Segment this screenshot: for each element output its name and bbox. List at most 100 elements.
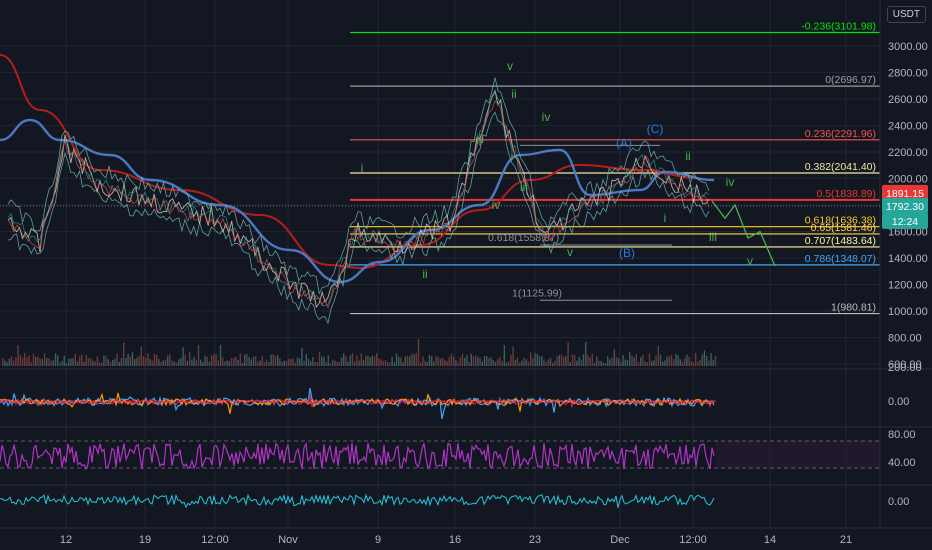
- volume-bar: [664, 360, 666, 366]
- volume-bar: [600, 360, 602, 366]
- volume-bar: [646, 362, 648, 366]
- volume-bar: [186, 360, 189, 366]
- volume-bar: [94, 361, 96, 366]
- price-badge: [882, 212, 928, 229]
- volume-bar: [424, 360, 426, 366]
- volume-bar: [659, 354, 662, 366]
- volume-bar: [371, 355, 373, 366]
- volume-bar: [41, 358, 43, 366]
- volume-bar: [657, 345, 659, 366]
- fib-retracement[interactable]: -0.236(3101.98) 0(2696.97) 0.236(2291.96) 0…: [350, 20, 880, 315]
- volume-bar: [112, 359, 114, 366]
- time-axis-tick: 21: [840, 534, 852, 546]
- volume-bar: [312, 357, 314, 366]
- volume-bar: [323, 356, 325, 366]
- volume-bar: [415, 353, 417, 366]
- volume-bar: [483, 355, 486, 366]
- volume-bar: [426, 361, 428, 366]
- wave-label: v: [747, 254, 753, 268]
- price-axis-tick: 800.00: [888, 333, 922, 345]
- volume-bar: [24, 353, 26, 366]
- volume-bar: [618, 358, 620, 366]
- volume-bar: [677, 355, 679, 366]
- volume-bar: [448, 357, 450, 366]
- volume-bar: [120, 358, 123, 366]
- volume-bar: [48, 358, 50, 366]
- volume-bar: [673, 359, 675, 366]
- volume-bar: [384, 360, 387, 366]
- volume-bar: [622, 355, 624, 366]
- volume-bar: [404, 356, 406, 366]
- price-line: [7, 89, 710, 309]
- price-axis-tick: 2200.00: [888, 147, 928, 159]
- volume-bar: [28, 355, 30, 366]
- volume-bar: [316, 362, 318, 366]
- volume-bar: [134, 359, 136, 366]
- price-axis-tick: 2600.00: [888, 94, 928, 106]
- wave-label: ii: [685, 149, 690, 163]
- volume-bar: [420, 362, 422, 366]
- price-axis-tick: 2800.00: [888, 68, 928, 80]
- volume-bar: [305, 353, 307, 366]
- volume-bar: [116, 353, 118, 366]
- volume-bar: [79, 356, 81, 366]
- volume-bar: [488, 357, 490, 366]
- wave-label: iv: [492, 198, 501, 212]
- volume-bar: [43, 353, 46, 366]
- volume-bar: [138, 355, 140, 366]
- osc-line-pink: [0, 395, 715, 409]
- volume-bar: [327, 355, 329, 366]
- volume-bar: [101, 362, 103, 366]
- volume-bar: [516, 357, 519, 366]
- wave-label: i: [664, 211, 667, 225]
- bollinger-upper: [7, 77, 710, 295]
- volume-bar: [668, 356, 670, 366]
- volume-bar: [461, 353, 464, 366]
- volume-bar: [307, 358, 310, 366]
- volume-bar: [620, 361, 622, 366]
- volume-bar: [675, 353, 677, 366]
- volume-bar: [615, 357, 618, 366]
- currency-button[interactable]: USDT: [886, 6, 926, 23]
- volume-bar: [206, 356, 208, 366]
- volume-bar: [259, 360, 261, 366]
- volume-bar: [679, 359, 681, 366]
- volume-bar: [706, 355, 708, 366]
- volume-bar: [50, 360, 52, 366]
- time-axis-tick: 23: [529, 534, 541, 546]
- volume-bar: [129, 356, 131, 366]
- volume-bar: [633, 357, 635, 366]
- wave-projection: [711, 200, 776, 267]
- rsi-band: [716, 441, 880, 468]
- price-axis-tick: 1000.00: [888, 306, 928, 318]
- volume-bar: [208, 361, 211, 366]
- volume-bar: [114, 358, 116, 366]
- volume-bar: [107, 359, 109, 366]
- volume-bar: [521, 360, 523, 366]
- volume-bar: [369, 357, 371, 366]
- volume-bar: [248, 356, 250, 366]
- volume-bar: [389, 362, 391, 366]
- time-axis-tick: 12: [60, 534, 72, 546]
- volume-bar: [103, 355, 105, 366]
- volume-bar: [655, 355, 657, 366]
- volume-bar: [556, 356, 558, 366]
- time-axis-tick: 14: [764, 534, 776, 546]
- volume-bar: [233, 358, 235, 366]
- volume-bar: [607, 356, 609, 366]
- volume-bar: [558, 354, 560, 366]
- volume-bar: [314, 362, 316, 366]
- price-axis-tick: 3000.00: [888, 41, 928, 53]
- indicator-panes: [0, 387, 880, 509]
- rsi-line: [0, 442, 715, 471]
- volume-bar: [59, 362, 61, 366]
- volume-bar: [701, 354, 703, 366]
- volume-bar: [239, 353, 241, 366]
- time-axis-tick: 9: [375, 534, 381, 546]
- osc-axis-tick: 0.00: [888, 396, 909, 408]
- ma-blue: [0, 118, 715, 284]
- volume-bar: [288, 358, 290, 366]
